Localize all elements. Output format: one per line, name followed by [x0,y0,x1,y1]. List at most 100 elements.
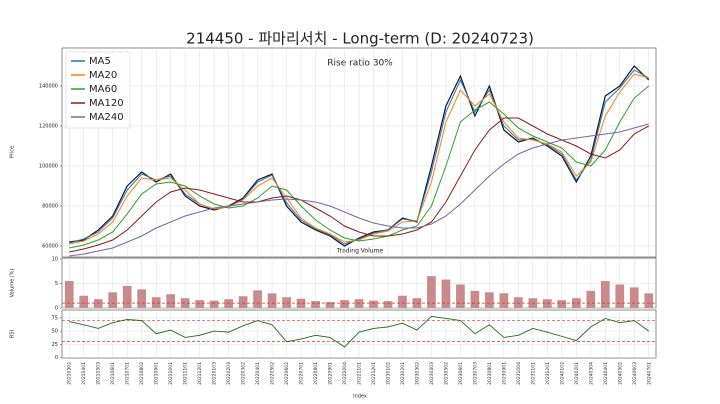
x-tick-label: 20220502 [270,362,276,385]
volume-bar [93,299,103,308]
volume-bar [224,299,233,308]
volume-bar [151,297,161,308]
volume-bar [383,301,393,308]
x-tick-label: 20220701 [299,362,305,385]
volume-bar [122,285,132,308]
y-tick-label: 25 [52,342,58,348]
legend-label: MA120 [89,98,124,109]
x-tick-label: 20230703 [472,362,478,385]
legend-label: MA60 [89,84,117,95]
x-tick-label: 20221201 [371,362,377,385]
y-tick-label: 10 [52,256,58,262]
volume-bar [282,297,291,308]
volume-bar [340,300,349,308]
x-tick-label: 20210701 [125,362,131,385]
x-tick-label: 20220901 [328,362,334,385]
ma-line [69,85,650,249]
y-tick-label: 140000 [39,84,58,90]
x-tick-label: 20210802 [139,362,145,385]
x-tick-label: 20220103 [212,362,218,385]
volume-bar [600,281,610,308]
volume-bar [79,295,89,308]
x-tick-label: 20211201 [197,362,203,385]
ma-line [69,69,649,245]
volume-bar [354,299,364,308]
volume-bar [470,290,480,308]
x-tick-label: 20210601 [110,362,116,385]
x-tick-label: 20230801 [487,362,493,385]
volume-bar [586,290,596,308]
volume-bar [456,284,465,308]
volume-bar [108,292,118,308]
y-tick-label: 0 [55,306,58,312]
y-tick-label: 60000 [42,244,58,250]
x-tick-label: 20230403 [429,362,435,385]
x-tick-label: 20210901 [154,362,160,385]
x-tick-label: 20240401 [603,362,609,385]
x-tick-label: 20240603 [632,362,638,385]
chart-title: 214450 - 파마리서치 - Long-term (D: 20240723) [186,30,534,48]
x-tick-label: 20230102 [385,362,391,385]
x-tick-label: 20221101 [357,362,363,385]
volume-bar [195,300,204,308]
ma-line [69,117,649,253]
x-tick-label: 20231004 [516,362,522,385]
x-tick-label: 20210503 [96,362,102,385]
y-tick-label: 5 [55,281,58,287]
x-tick-label: 20231101 [530,362,536,385]
y-tick-label: 100000 [39,164,58,170]
volume-bar [311,301,320,308]
rsi-line [69,315,650,348]
volume-bar [514,297,523,308]
volume-bar [557,300,567,308]
volume-bar [253,290,262,308]
legend-label: MA5 [89,56,111,67]
volume-bar [542,299,552,308]
y-tick-label: 75 [52,315,58,321]
volume-bar [412,298,422,308]
x-tick-label: 20230302 [414,362,420,385]
x-tick-label: 20230601 [458,362,464,385]
volume-bar [64,281,74,308]
y-axis-label: RSI [10,330,16,338]
x-tick-label: 20240701 [646,362,652,385]
volume-bar [499,293,509,308]
x-tick-label: 20230201 [400,362,406,385]
x-tick-label: 20220401 [255,362,261,385]
x-tick-label: 20220302 [241,362,247,385]
ma-line [69,73,649,245]
x-tick-label: 20211001 [168,362,174,385]
volume-bar [644,293,654,308]
volume-bar [629,287,639,308]
x-tick-label: 20210302 [67,362,73,385]
x-tick-label: 20240502 [617,362,623,385]
volume-bar [209,300,219,308]
x-tick-label: 20220203 [226,362,232,385]
x-tick-label: 20240304 [588,362,594,385]
x-tick-label: 20231201 [545,362,551,385]
legend-label: MA240 [89,112,124,123]
x-tick-label: 20211101 [183,362,189,385]
legend-box [65,51,131,129]
x-tick-label: 20230901 [501,362,507,385]
x-tick-label: 20210401 [81,362,87,385]
annotation: Rise ratio 30% [327,59,393,69]
y-axis-label: Price [10,146,16,158]
x-tick-label: 20220602 [284,362,290,385]
volume-bar [137,289,147,308]
x-tick-label: 20230502 [443,362,449,385]
volume-bar [398,295,407,308]
y-tick-label: 50 [52,329,58,335]
volume-bar [615,284,625,308]
y-tick-label: 0 [55,355,58,361]
annotation: Trading Volume [336,248,384,255]
y-tick-label: 120000 [39,124,58,130]
x-tick-label: 20240201 [574,362,580,385]
price-line [69,65,650,247]
volume-bar [571,298,581,308]
x-tick-label: 20240102 [559,362,565,385]
volume-bar [296,298,306,308]
volume-bar [427,276,436,308]
volume-bar [180,298,190,308]
